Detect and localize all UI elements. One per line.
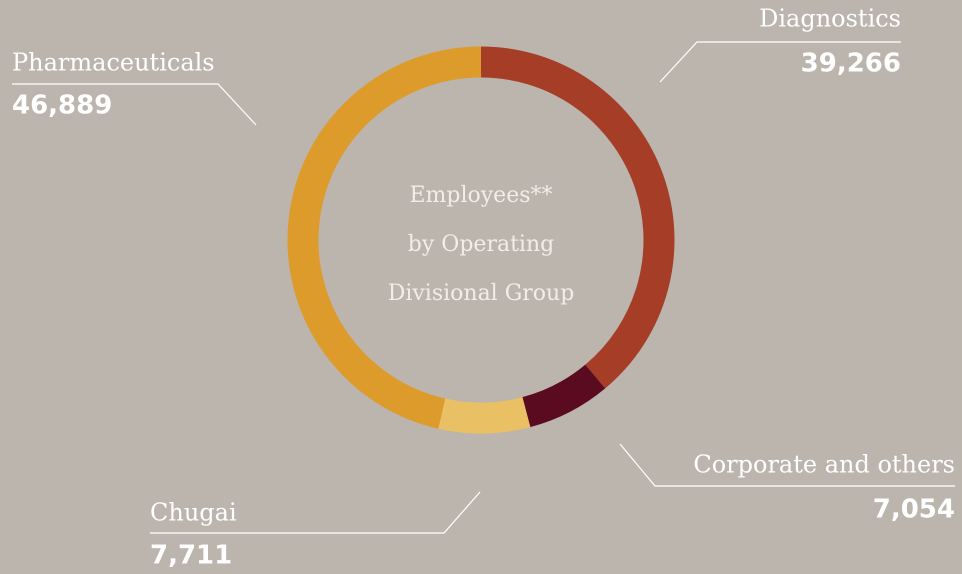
- donut-segment: [438, 397, 531, 434]
- category-label: Diagnostics: [759, 5, 901, 33]
- category-label: Pharmaceuticals: [12, 49, 215, 77]
- leader-line: [12, 83, 257, 126]
- value-label: 7,054: [873, 495, 955, 525]
- center-label: Divisional Group: [388, 281, 575, 306]
- donut-segment: [287, 46, 482, 429]
- leader-line: [619, 443, 955, 487]
- center-label: Employees**: [409, 183, 552, 208]
- category-label: Chugai: [150, 499, 237, 527]
- center-label: by Operating: [408, 232, 554, 257]
- value-label: 46,889: [12, 91, 112, 121]
- value-label: 39,266: [801, 49, 901, 79]
- category-label: Corporate and others: [693, 451, 955, 479]
- value-label: 7,711: [150, 541, 232, 571]
- donut-segment: [480, 46, 675, 389]
- leader-line: [659, 41, 901, 83]
- donut-segment: [522, 364, 606, 428]
- leader-line: [150, 491, 481, 534]
